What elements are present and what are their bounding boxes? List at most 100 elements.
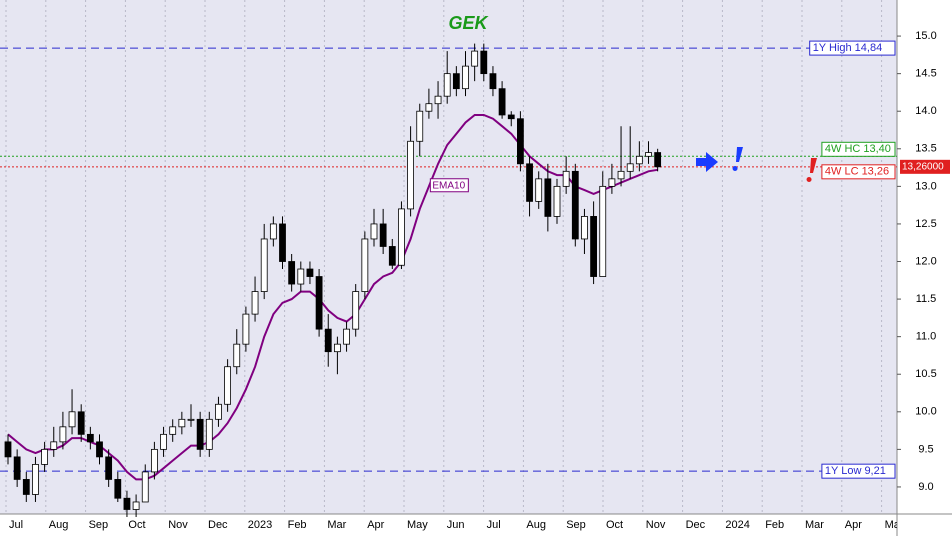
candle-body: [306, 268, 314, 277]
candle-body: [279, 223, 286, 262]
y-tick-label: 13.0: [915, 180, 936, 192]
x-tick-label: Sep: [89, 519, 109, 531]
candle-body: [617, 170, 625, 180]
candle-body: [608, 178, 616, 187]
candle-body: [13, 456, 21, 480]
candle-body: [50, 441, 58, 450]
x-tick-label: Oct: [606, 519, 623, 531]
x-tick-label: Jul: [9, 519, 23, 531]
candle-body: [379, 223, 387, 247]
candle-body: [215, 403, 222, 420]
candle-body: [32, 464, 39, 495]
candle-body: [205, 418, 213, 450]
ema-line: [7, 114, 658, 481]
candle-body: [260, 238, 268, 292]
candle-body: [498, 88, 506, 116]
reference-label-box: [809, 40, 896, 56]
candle-body: [352, 291, 360, 330]
y-tick-label: 12.0: [915, 255, 936, 267]
candle-body: [59, 426, 67, 443]
x-tick-label: Oct: [128, 519, 145, 531]
candle-body: [315, 276, 323, 330]
candle-body: [269, 223, 277, 240]
x-tick-label: Dec: [208, 519, 228, 531]
x-tick-label: 2024: [725, 519, 749, 531]
reference-label: 4W LC 13,26: [825, 166, 889, 178]
y-tick-label: 10.5: [915, 368, 936, 380]
candle-body: [160, 433, 167, 450]
candle-body: [96, 441, 103, 458]
ema-label: EMA10: [432, 180, 465, 191]
x-tick-label: Sep: [566, 519, 586, 531]
price-tag: 13,26000: [902, 161, 944, 172]
candle-body: [150, 448, 158, 473]
candle-body: [462, 65, 469, 90]
candle-body: [178, 418, 186, 428]
candle-body: [370, 223, 378, 240]
candle-body: [251, 291, 259, 315]
reference-label: 1Y Low 9,21: [825, 465, 886, 477]
candle-body: [68, 411, 76, 428]
price-tag-box: [900, 159, 950, 174]
y-tick-label: 15.0: [915, 30, 936, 42]
candle-body: [599, 185, 607, 277]
y-tick-label: 11.5: [916, 293, 937, 305]
reference-label-box: [821, 141, 896, 157]
x-tick-label: Aug: [49, 519, 69, 531]
candle-body: [645, 152, 652, 157]
y-tick-label: 9.0: [918, 481, 933, 493]
candle-body: [196, 418, 204, 450]
candle-body: [489, 73, 497, 90]
candle-body: [333, 343, 341, 353]
reference-label-box: [821, 164, 896, 180]
x-tick-label: Apr: [367, 519, 384, 531]
candle-body: [562, 170, 570, 187]
x-tick-label: 2023: [248, 519, 272, 531]
x-tick-label: May: [885, 519, 906, 531]
candle-body: [361, 238, 369, 292]
x-tick-label: Jun: [447, 519, 465, 531]
candle-body: [544, 178, 552, 217]
x-tick-label: Mar: [327, 519, 346, 531]
candle-body: [242, 313, 250, 345]
candle-body: [41, 448, 48, 465]
y-tick-label: 14.0: [915, 105, 936, 117]
y-tick-label: 12.5: [915, 218, 936, 230]
candle-body: [635, 155, 643, 165]
y-tick-label: 11.0: [916, 331, 937, 343]
x-tick-label: Mar: [805, 519, 824, 531]
candle-body: [480, 50, 488, 75]
candle-body: [398, 208, 405, 266]
candle-body: [535, 178, 543, 202]
candle-body: [416, 110, 424, 142]
x-tick-label: Feb: [288, 519, 307, 531]
candle-body: [553, 185, 561, 217]
reference-label-box: [821, 463, 896, 479]
candle-body: [452, 73, 460, 90]
candle-body: [626, 163, 634, 172]
ema-label-box: [429, 178, 469, 193]
y-tick-label: 9.5: [918, 443, 933, 455]
candle-body: [86, 433, 94, 443]
candle-body: [187, 418, 195, 421]
candle-body: [4, 441, 12, 458]
candle-body: [517, 118, 524, 165]
candle-body: [77, 411, 85, 435]
candle-body: [297, 268, 305, 285]
candle-body: [224, 366, 232, 405]
candle-body: [105, 456, 113, 480]
candle-body: [434, 95, 442, 105]
x-tick-label: Feb: [765, 519, 784, 531]
candle-body: [388, 246, 396, 266]
candle-body: [571, 170, 579, 240]
exclamation-icon: [806, 158, 817, 182]
candle-body: [654, 152, 662, 168]
x-tick-label: Jul: [487, 519, 501, 531]
y-tick-label: 14.5: [915, 68, 936, 80]
x-tick-label: Dec: [686, 519, 706, 531]
x-tick-label: Nov: [168, 519, 188, 531]
candle-body: [590, 216, 597, 277]
candle-body: [169, 426, 177, 435]
y-tick-label: 10.0: [915, 406, 936, 418]
